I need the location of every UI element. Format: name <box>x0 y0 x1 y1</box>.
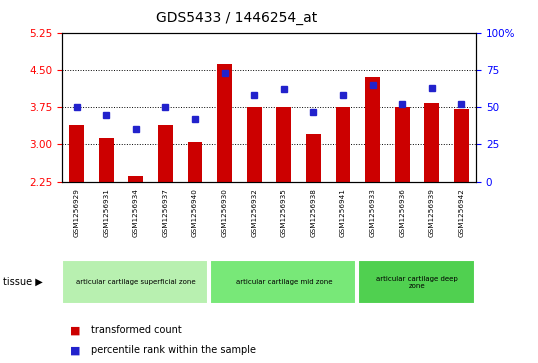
Text: articular cartilage deep
zone: articular cartilage deep zone <box>376 276 458 289</box>
Bar <box>99 138 114 182</box>
Text: GSM1256933: GSM1256933 <box>370 189 376 237</box>
Bar <box>365 77 380 182</box>
Text: GSM1256942: GSM1256942 <box>458 189 464 237</box>
Text: tissue ▶: tissue ▶ <box>3 277 43 287</box>
Text: percentile rank within the sample: percentile rank within the sample <box>91 345 257 355</box>
Bar <box>336 107 350 182</box>
Bar <box>395 107 409 182</box>
Text: GSM1256939: GSM1256939 <box>429 189 435 237</box>
Text: GSM1256941: GSM1256941 <box>340 189 346 237</box>
Bar <box>277 107 291 182</box>
Bar <box>158 126 173 182</box>
Bar <box>358 260 475 304</box>
Text: ■: ■ <box>70 325 81 335</box>
Bar <box>69 126 84 182</box>
Bar <box>62 260 208 304</box>
Bar <box>217 64 232 182</box>
Text: articular cartilage mid zone: articular cartilage mid zone <box>236 279 332 285</box>
Bar <box>454 109 469 182</box>
Text: GSM1256937: GSM1256937 <box>162 189 168 237</box>
Text: GSM1256940: GSM1256940 <box>192 189 198 237</box>
Text: GSM1256931: GSM1256931 <box>103 189 109 237</box>
Bar <box>306 134 321 182</box>
Bar <box>424 103 439 182</box>
Text: GSM1256938: GSM1256938 <box>310 189 316 237</box>
Text: GDS5433 / 1446254_at: GDS5433 / 1446254_at <box>156 11 317 25</box>
Bar <box>247 107 261 182</box>
Text: GSM1256935: GSM1256935 <box>281 189 287 237</box>
Text: ■: ■ <box>70 345 81 355</box>
Bar <box>210 260 356 304</box>
Bar <box>188 142 202 182</box>
Text: GSM1256934: GSM1256934 <box>133 189 139 237</box>
Text: articular cartilage superficial zone: articular cartilage superficial zone <box>76 279 196 285</box>
Text: GSM1256930: GSM1256930 <box>222 189 228 237</box>
Text: transformed count: transformed count <box>91 325 182 335</box>
Bar <box>129 176 143 182</box>
Text: GSM1256929: GSM1256929 <box>74 189 80 237</box>
Text: GSM1256932: GSM1256932 <box>251 189 257 237</box>
Text: GSM1256936: GSM1256936 <box>399 189 405 237</box>
